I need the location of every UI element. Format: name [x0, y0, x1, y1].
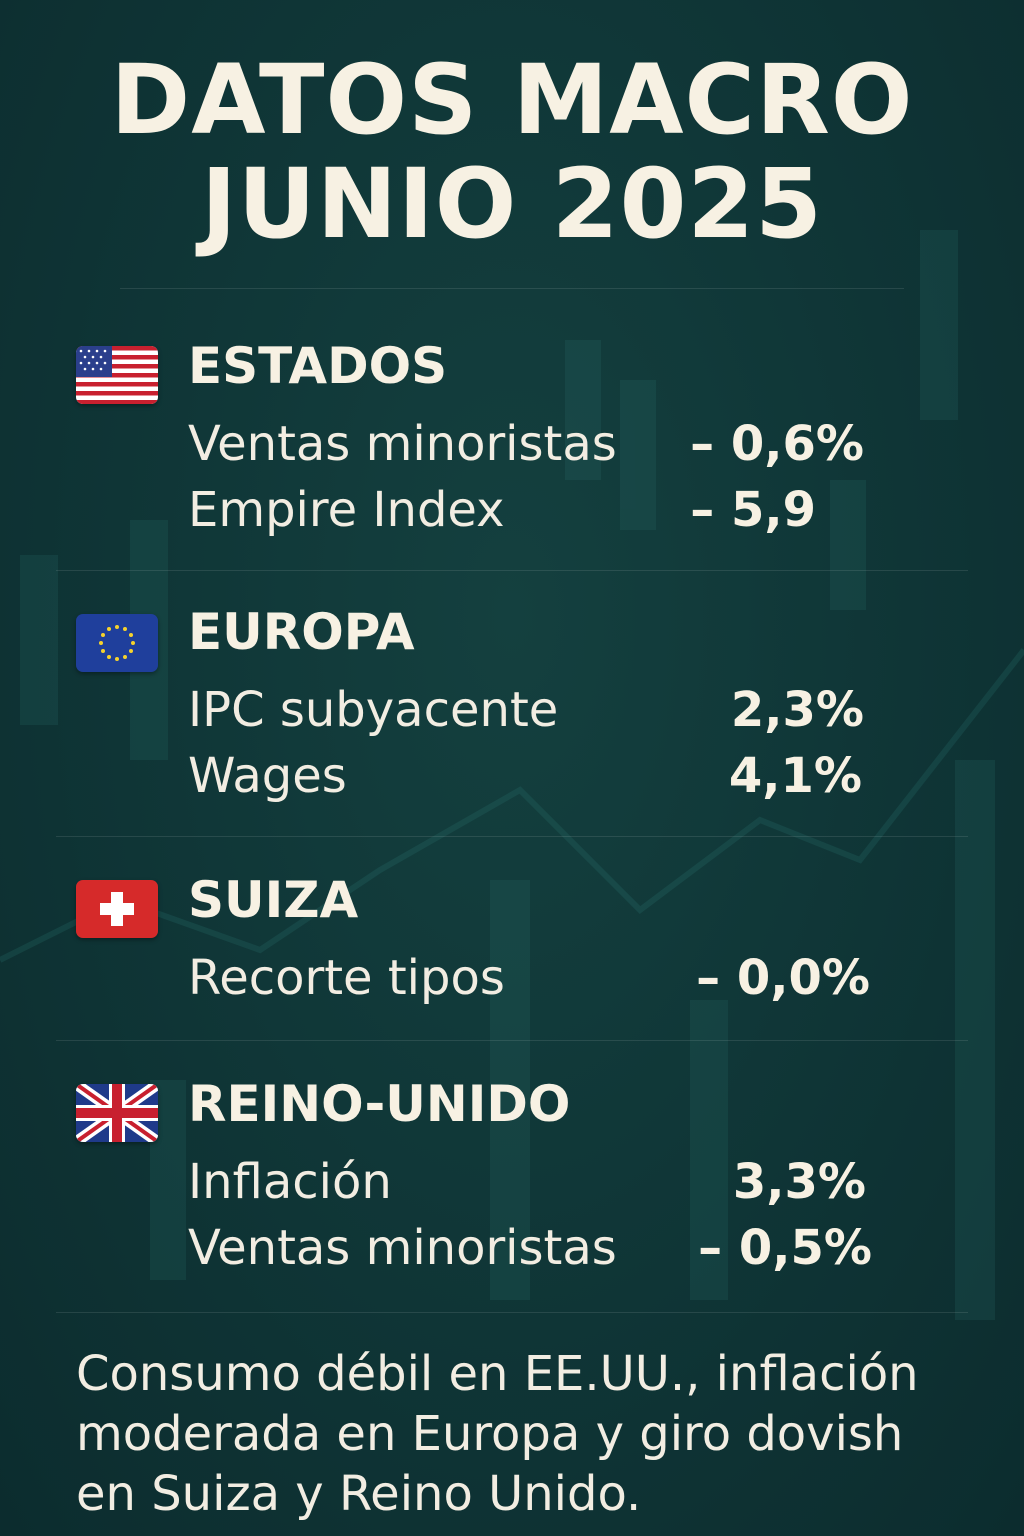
title-line-2: JUNIO 2025: [201, 148, 823, 260]
divider: [120, 288, 904, 289]
swiss-flag-icon: [76, 880, 158, 938]
summary-text: Consumo débil en EE.UU., inflación moder…: [76, 1346, 919, 1522]
country-heading: SUIZA: [188, 871, 359, 929]
country-heading: EUROPA: [188, 603, 415, 661]
indicator-value: – 0,0%: [696, 950, 870, 1006]
indicator-label: IPC subyacente: [188, 682, 559, 738]
indicator-value: – 0,6%: [690, 416, 864, 472]
us-flag-icon: [76, 346, 158, 404]
indicator-value: 2,3%: [730, 682, 864, 738]
indicator-label: Inflación: [188, 1154, 392, 1210]
divider: [56, 1312, 968, 1313]
eu-flag-icon: [76, 614, 158, 672]
indicator-label: Wages: [188, 748, 347, 804]
indicator-label: Recorte tipos: [188, 950, 505, 1006]
uk-flag-icon: [76, 1084, 158, 1142]
indicator-value: – 5,9: [690, 482, 816, 538]
divider: [56, 836, 968, 837]
country-heading: REINO-UNIDO: [188, 1075, 571, 1133]
indicator-label: Ventas minoristas: [188, 1220, 617, 1276]
divider: [56, 570, 968, 571]
title-line-1: DATOS MACRO: [110, 44, 914, 156]
indicator-value: 4,1%: [728, 748, 862, 804]
country-heading: ESTADOS: [188, 337, 448, 395]
indicator-value: – 0,5%: [698, 1220, 872, 1276]
indicator-label: Empire Index: [188, 482, 505, 538]
page-title: DATOS MACRO JUNIO 2025: [0, 48, 1024, 256]
indicator-value: 3,3%: [732, 1154, 866, 1210]
indicator-label: Ventas minoristas: [188, 416, 617, 472]
divider: [56, 1040, 968, 1041]
